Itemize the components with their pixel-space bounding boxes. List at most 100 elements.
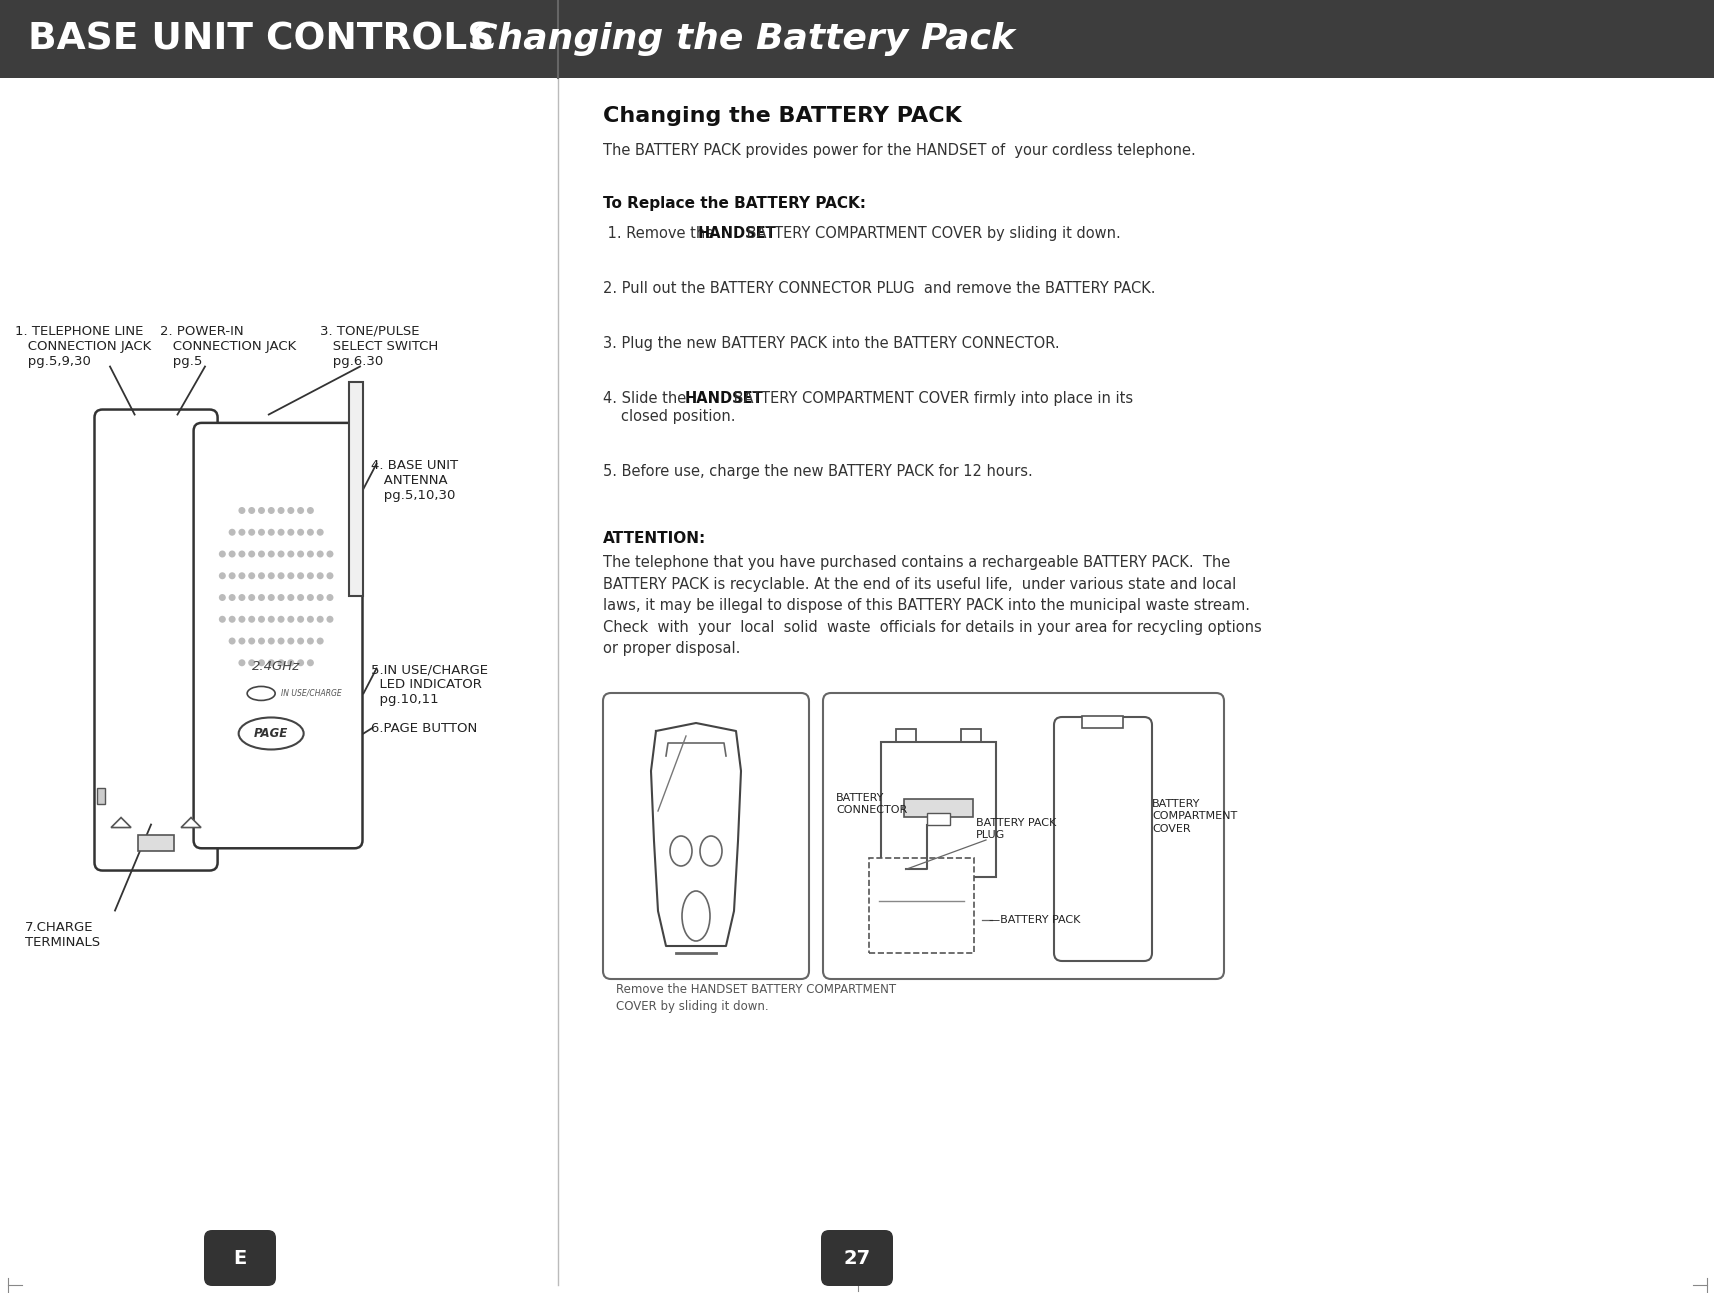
Circle shape [278,529,285,535]
Bar [896,728,915,745]
Text: 3. Plug the new BATTERY PACK into the BATTERY CONNECTOR.: 3. Plug the new BATTERY PACK into the BA… [603,336,1059,350]
Circle shape [219,615,226,623]
Text: 6.PAGE BUTTON: 6.PAGE BUTTON [372,721,478,734]
Circle shape [297,593,303,601]
Text: HANDSET: HANDSET [698,226,776,240]
Circle shape [267,507,274,515]
Circle shape [219,593,226,601]
Circle shape [249,507,255,515]
Circle shape [257,615,266,623]
Circle shape [278,507,285,515]
Circle shape [317,615,324,623]
Circle shape [297,615,303,623]
Circle shape [257,659,266,666]
Circle shape [307,593,314,601]
Ellipse shape [247,687,274,701]
Circle shape [249,529,255,535]
Bar [137,834,173,851]
Polygon shape [111,817,130,828]
Circle shape [297,573,303,579]
Bar [98,787,106,804]
Text: Remove the HANDSET BATTERY COMPARTMENT
COVER by sliding it down.: Remove the HANDSET BATTERY COMPARTMENT C… [615,983,896,1012]
Circle shape [238,529,245,535]
Circle shape [238,507,245,515]
Bar [881,741,996,877]
Text: PAGE: PAGE [254,727,288,740]
Circle shape [238,637,245,644]
Text: To Replace the BATTERY PACK:: To Replace the BATTERY PACK: [603,197,866,211]
FancyBboxPatch shape [823,693,1224,979]
Circle shape [307,551,314,557]
Text: BASE UNIT CONTROLS: BASE UNIT CONTROLS [27,21,494,57]
Ellipse shape [238,718,303,750]
Circle shape [249,593,255,601]
Circle shape [238,615,245,623]
Text: IN USE/CHARGE: IN USE/CHARGE [281,689,341,698]
Text: The telephone that you have purchased contains a rechargeable BATTERY PACK.  The: The telephone that you have purchased co… [603,555,1262,657]
Circle shape [288,615,295,623]
Ellipse shape [682,891,710,941]
Circle shape [257,637,266,644]
Circle shape [278,615,285,623]
Circle shape [219,551,226,557]
Polygon shape [182,817,201,828]
Text: BATTERY PACK
PLUG: BATTERY PACK PLUG [975,817,1056,840]
Circle shape [238,659,245,666]
Text: BATTERY
COMPARTMENT
COVER: BATTERY COMPARTMENT COVER [1152,799,1236,834]
Bar [960,728,980,745]
Circle shape [326,593,333,601]
Circle shape [267,573,274,579]
Circle shape [249,637,255,644]
Text: 1. TELEPHONE LINE
   CONNECTION JACK
   pg.5,9,30: 1. TELEPHONE LINE CONNECTION JACK pg.5,9… [15,325,151,367]
Circle shape [307,529,314,535]
Circle shape [267,637,274,644]
Ellipse shape [670,837,691,866]
Text: —BATTERY PACK: —BATTERY PACK [989,914,1080,924]
Circle shape [297,529,303,535]
Circle shape [228,529,235,535]
Circle shape [326,615,333,623]
Text: BATTERY COMPARTMENT COVER firmly into place in its: BATTERY COMPARTMENT COVER firmly into pl… [728,390,1133,406]
Circle shape [249,659,255,666]
Circle shape [307,637,314,644]
Text: 7.CHARGE
TERMINALS: 7.CHARGE TERMINALS [26,921,99,949]
Text: closed position.: closed position. [620,409,735,424]
Text: Changing the Battery Pack: Changing the Battery Pack [471,22,1015,56]
Bar [0,0,1714,78]
Circle shape [326,551,333,557]
Circle shape [288,507,295,515]
Circle shape [307,615,314,623]
Circle shape [297,507,303,515]
Text: 27: 27 [843,1249,871,1267]
Circle shape [307,507,314,515]
Text: 4. Slide the: 4. Slide the [603,390,691,406]
Circle shape [267,551,274,557]
Circle shape [278,659,285,666]
Text: Changing the BATTERY PACK: Changing the BATTERY PACK [603,106,962,125]
Circle shape [257,529,266,535]
Circle shape [326,573,333,579]
Text: 2. POWER-IN
   CONNECTION JACK
   pg.5: 2. POWER-IN CONNECTION JACK pg.5 [159,325,297,367]
Circle shape [288,659,295,666]
Circle shape [257,573,266,579]
Circle shape [267,615,274,623]
Bar [927,813,950,825]
Circle shape [278,551,285,557]
Bar [350,381,363,596]
FancyBboxPatch shape [1054,718,1152,961]
Bar [903,799,972,817]
Circle shape [317,529,324,535]
Circle shape [297,551,303,557]
Text: The BATTERY PACK provides power for the HANDSET of  your cordless telephone.: The BATTERY PACK provides power for the … [603,144,1195,158]
Circle shape [249,551,255,557]
Circle shape [228,573,235,579]
Circle shape [267,593,274,601]
Circle shape [278,573,285,579]
Circle shape [288,529,295,535]
Circle shape [317,637,324,644]
Circle shape [249,615,255,623]
Text: 4. BASE UNIT
   ANTENNA
   pg.5,10,30: 4. BASE UNIT ANTENNA pg.5,10,30 [372,459,458,502]
Circle shape [228,551,235,557]
FancyBboxPatch shape [821,1230,893,1287]
Circle shape [238,593,245,601]
